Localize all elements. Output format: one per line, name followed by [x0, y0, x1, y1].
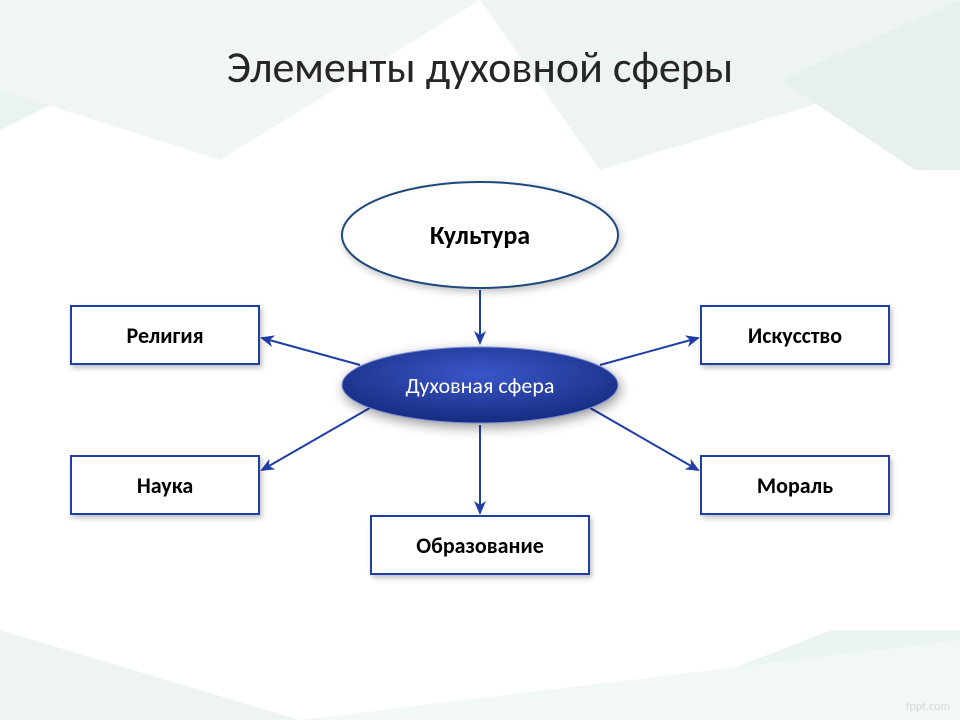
slide-title: Элементы духовной сферы	[0, 40, 960, 94]
node-center-label: Духовная сфера	[340, 345, 620, 425]
node-education-label: Образование	[416, 532, 544, 559]
node-religion-label: Религия	[126, 322, 203, 349]
node-top-label: Культура	[340, 180, 620, 290]
node-religion: Религия	[70, 305, 260, 365]
node-education: Образование	[370, 515, 590, 575]
node-art: Искусство	[700, 305, 890, 365]
diagram-canvas: Культура Духовная сфера Религия Искусств…	[0, 170, 960, 630]
node-science-label: Наука	[137, 472, 193, 499]
node-morality-label: Мораль	[757, 472, 833, 499]
node-center-ellipse: Духовная сфера	[340, 345, 620, 425]
node-art-label: Искусство	[748, 322, 842, 349]
slide: Элементы духовной сферы Культура	[0, 0, 960, 720]
watermark: fppt.com	[906, 700, 950, 714]
node-science: Наука	[70, 455, 260, 515]
node-morality: Мораль	[700, 455, 890, 515]
node-top-ellipse: Культура	[340, 180, 620, 290]
